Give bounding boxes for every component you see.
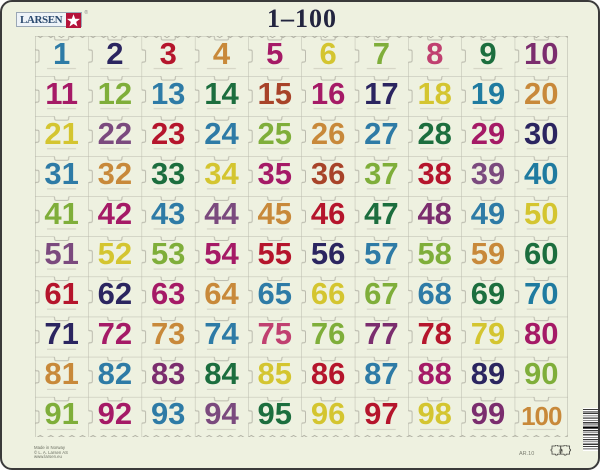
svg-text:10: 10 [558, 448, 563, 453]
